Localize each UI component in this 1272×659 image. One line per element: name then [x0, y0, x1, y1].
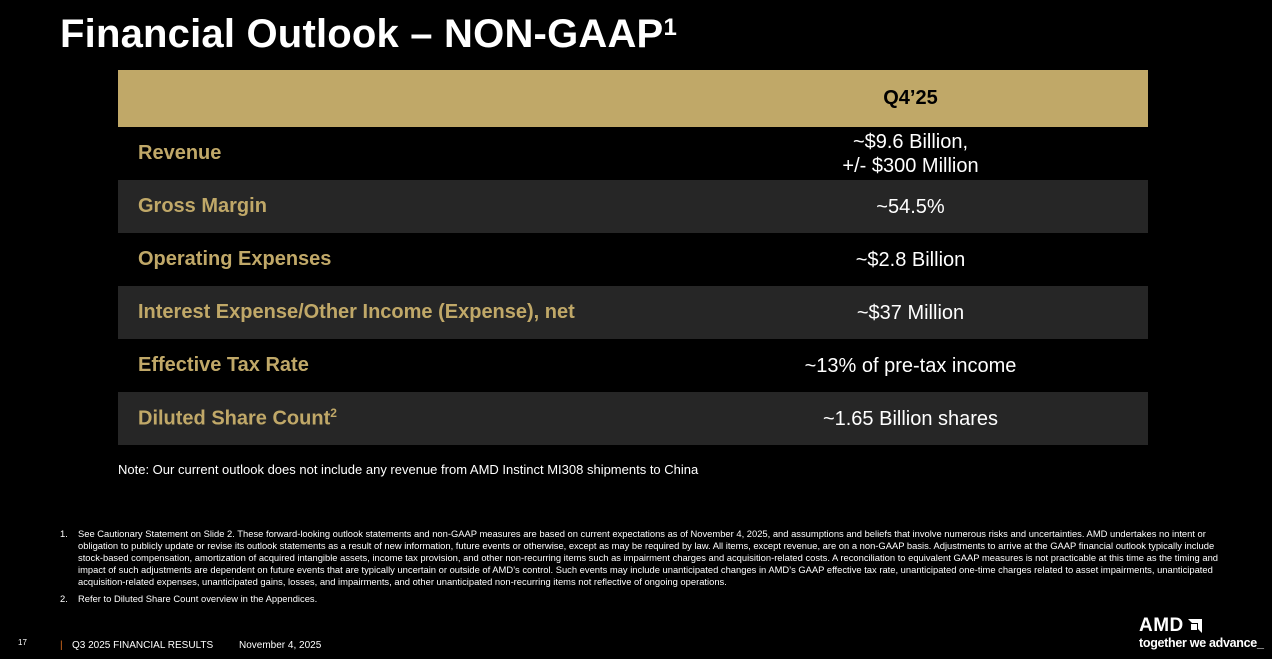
header-blank-cell — [118, 70, 673, 127]
row-value: ~$2.8 Billion — [673, 248, 1148, 272]
logo-tagline: together we advance_ — [1139, 636, 1264, 650]
row-value-line: ~54.5% — [876, 195, 945, 218]
page-title: Financial Outlook – NON-GAAP1 — [60, 12, 677, 57]
row-value: ~13% of pre-tax income — [673, 354, 1148, 378]
row-label-text: Diluted Share Count — [138, 407, 331, 430]
row-label-text: Effective Tax Rate — [138, 354, 309, 376]
amd-wordmark: AMD — [1139, 615, 1264, 637]
row-value-line: +/- $300 Million — [842, 154, 979, 177]
row-value: ~54.5% — [673, 195, 1148, 219]
row-value-line: ~1.65 Billion shares — [822, 407, 999, 430]
title-footnote-marker: 1 — [663, 14, 677, 41]
row-value-line: ~13% of pre-tax income — [804, 354, 1017, 377]
footnote-number: 1. — [60, 528, 68, 539]
table-row: Operating Expenses ~$2.8 Billion — [118, 233, 1148, 286]
footer-separator: | — [60, 640, 63, 651]
row-value: ~$37 Million — [673, 301, 1148, 325]
row-label-text: Interest Expense/Other Income (Expense),… — [138, 301, 575, 323]
row-value: ~$9.6 Billion, +/- $300 Million — [673, 130, 1148, 178]
row-label: Operating Expenses — [118, 248, 673, 271]
column-header-q4-25: Q4’25 — [883, 87, 938, 109]
row-label: Diluted Share Count2 — [118, 406, 673, 431]
footnote-number: 2. — [60, 593, 68, 604]
footer-report-title: Q3 2025 FINANCIAL RESULTS — [72, 640, 214, 651]
footnote-2: 2. Refer to Diluted Share Count overview … — [60, 593, 1220, 605]
table-row: Revenue ~$9.6 Billion, +/- $300 Million — [118, 127, 1148, 180]
row-value-line: ~$37 Million — [856, 301, 965, 324]
row-value: ~1.65 Billion shares — [673, 407, 1148, 431]
table-row: Effective Tax Rate ~13% of pre-tax income — [118, 339, 1148, 392]
amd-arrow-icon — [1187, 619, 1202, 633]
footnote-text: See Cautionary Statement on Slide 2. The… — [78, 528, 1218, 587]
page-number: 17 — [18, 638, 27, 647]
row-value-line: ~$2.8 Billion — [855, 248, 966, 271]
table-row: Gross Margin ~54.5% — [118, 180, 1148, 233]
row-label: Revenue — [118, 142, 673, 165]
row-label: Interest Expense/Other Income (Expense),… — [118, 301, 673, 324]
amd-logo: AMD together we advance_ — [1139, 615, 1264, 650]
row-label-text: Operating Expenses — [138, 248, 332, 270]
table-row: Interest Expense/Other Income (Expense),… — [118, 286, 1148, 339]
table-header: Q4’25 — [118, 70, 1148, 127]
row-label-text: Revenue — [138, 142, 222, 164]
outlook-note: Note: Our current outlook does not inclu… — [118, 462, 699, 477]
footnotes: 1. See Cautionary Statement on Slide 2. T… — [60, 528, 1220, 610]
footnote-marker: 2 — [330, 406, 337, 421]
footnote-1: 1. See Cautionary Statement on Slide 2. T… — [60, 528, 1220, 588]
logo-brand: AMD — [1139, 615, 1184, 636]
footnote-text: Refer to Diluted Share Count overview in… — [78, 593, 318, 604]
row-label: Gross Margin — [118, 195, 673, 218]
row-label: Effective Tax Rate — [118, 354, 673, 377]
footer-date: November 4, 2025 — [239, 640, 322, 651]
row-label-text: Gross Margin — [138, 195, 267, 217]
table-row: Diluted Share Count2 ~1.65 Billion shares — [118, 392, 1148, 445]
outlook-table: Q4’25 Revenue ~$9.6 Billion, +/- $300 Mill… — [118, 70, 1148, 445]
row-value-line: ~$9.6 Billion, — [852, 130, 969, 153]
page-title-text: Financial Outlook – NON-GAAP — [60, 12, 664, 56]
